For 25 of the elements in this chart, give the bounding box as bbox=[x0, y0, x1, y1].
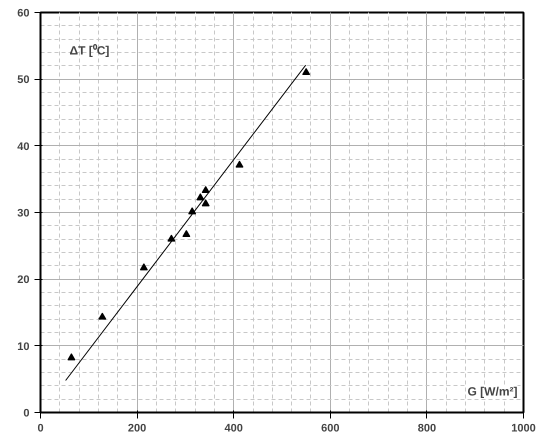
y-axis-title: ΔT [⁰C] bbox=[69, 44, 110, 58]
point bbox=[67, 353, 76, 360]
y-tick-label: 0 bbox=[23, 408, 30, 420]
x-tick-label: 1000 bbox=[511, 422, 536, 434]
point bbox=[302, 68, 310, 76]
x-tick-label: 800 bbox=[418, 422, 436, 434]
x-tick-label: 400 bbox=[224, 422, 243, 434]
y-tick-label: 10 bbox=[17, 340, 30, 353]
y-tick-label: 30 bbox=[17, 208, 30, 220]
point bbox=[202, 186, 210, 194]
x-tick-label: 0 bbox=[37, 422, 44, 434]
point bbox=[202, 199, 210, 206]
y-tick-label: 20 bbox=[17, 274, 30, 286]
y-tick-label: 40 bbox=[17, 140, 30, 153]
x-tick-label: 600 bbox=[321, 422, 340, 434]
y-tick-label: 50 bbox=[17, 74, 30, 86]
point bbox=[235, 160, 244, 168]
point bbox=[182, 230, 190, 238]
y-tick-label: 60 bbox=[17, 8, 30, 20]
point bbox=[188, 207, 196, 214]
point bbox=[140, 263, 148, 270]
x-axis-title: G [W/m²] bbox=[468, 384, 518, 398]
point bbox=[196, 193, 204, 200]
point bbox=[98, 312, 106, 320]
x-tick-label: 200 bbox=[128, 422, 146, 434]
